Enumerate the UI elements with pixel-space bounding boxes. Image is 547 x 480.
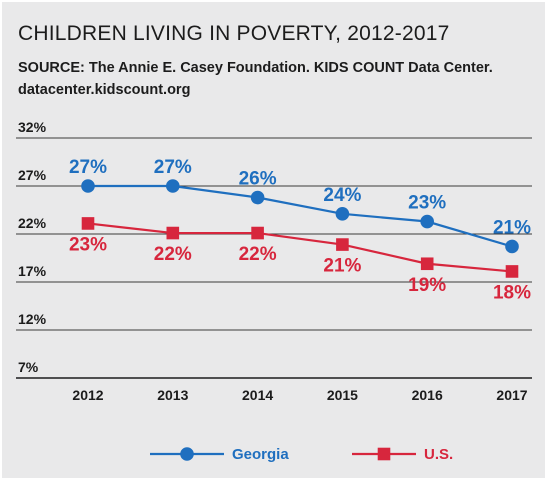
legend-label: Georgia	[232, 446, 289, 463]
y-tick-label: 27%	[18, 167, 47, 183]
data-point	[505, 265, 519, 278]
x-tick-label: 2015	[327, 387, 358, 403]
y-tick-label: 12%	[18, 311, 47, 327]
series-georgia: 27% 27% 26% 24% 23% 21%	[69, 157, 531, 254]
x-tick-label: 2013	[157, 387, 188, 403]
series-group: 27% 27% 26% 24% 23% 21% 23% 22% 22% 21% 19% 18%	[69, 157, 531, 303]
data-point	[420, 257, 434, 271]
chart-title: CHILDREN LIVING IN POVERTY, 2012-2017	[18, 22, 450, 45]
data-point	[81, 217, 95, 230]
series-u-s: 23% 22% 22% 21% 19% 18%	[69, 217, 531, 303]
legend-item-u-s: U.S.	[352, 446, 453, 463]
data-point	[336, 238, 349, 251]
data-point	[335, 207, 350, 221]
series-line	[88, 184, 513, 248]
data-label: 21%	[323, 256, 361, 277]
data-label: 19%	[408, 275, 446, 296]
legend-item-georgia: Georgia	[150, 446, 289, 463]
data-point	[251, 226, 264, 240]
y-tick-label: 22%	[18, 215, 47, 231]
data-label: 27%	[69, 157, 107, 178]
data-point	[505, 239, 519, 254]
data-point	[166, 179, 180, 193]
data-label: 21%	[493, 217, 531, 238]
data-label: 26%	[239, 169, 277, 190]
legend-marker	[180, 447, 194, 461]
y-tick-label: 7%	[18, 359, 39, 375]
data-label: 23%	[69, 234, 107, 255]
data-label: 24%	[323, 185, 361, 206]
x-tick-label: 2016	[412, 387, 443, 403]
legend-marker	[377, 447, 391, 461]
x-tick-label: 2012	[72, 387, 103, 403]
data-point	[420, 214, 435, 229]
y-axis-ticks: 32% 27% 22% 17% 12% 7%	[18, 119, 47, 375]
source-line: SOURCE: The Annie E. Casey Foundation. K…	[18, 60, 493, 76]
x-tick-label: 2017	[496, 387, 527, 403]
data-label: 22%	[154, 244, 192, 265]
gridlines	[16, 137, 532, 379]
y-tick-label: 32%	[18, 119, 47, 135]
y-tick-label: 17%	[18, 263, 47, 279]
data-point	[81, 179, 95, 193]
legend: Georgia U.S.	[150, 446, 453, 463]
series-line	[87, 222, 513, 273]
data-label: 23%	[408, 193, 446, 214]
data-label: 22%	[239, 244, 277, 265]
data-label: 27%	[154, 157, 192, 178]
data-point	[250, 190, 265, 205]
source-url: datacenter.kidscount.org	[18, 82, 191, 98]
data-point	[166, 226, 180, 240]
x-axis-ticks: 2012 2013 2014 2015 2016 2017	[72, 387, 527, 403]
legend-label: U.S.	[424, 446, 453, 463]
x-tick-label: 2014	[242, 387, 273, 403]
data-label: 18%	[493, 282, 531, 303]
